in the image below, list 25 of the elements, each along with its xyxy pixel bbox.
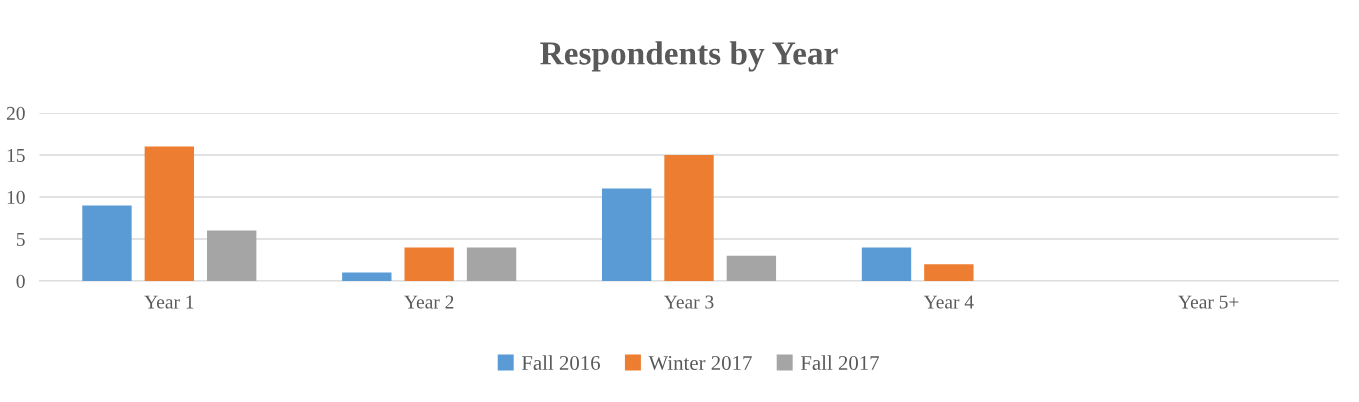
bar	[404, 247, 454, 281]
x-tick-label: Year 1	[144, 295, 194, 309]
bar	[664, 154, 714, 281]
bar	[466, 247, 517, 281]
bar	[207, 230, 257, 281]
chart-title: Respondents by Year	[540, 41, 838, 72]
y-tick-label: 15	[7, 148, 25, 162]
bar	[342, 272, 392, 281]
y-tick-label: 10	[7, 190, 25, 204]
y-tick-label: 0	[16, 274, 25, 288]
bar	[726, 255, 777, 281]
legend-label: Winter 2017	[648, 355, 752, 371]
y-tick-label: 20	[6, 106, 25, 120]
x-tick-label: Year 3	[664, 295, 714, 309]
y-tick-label: 5	[16, 233, 25, 246]
bar	[924, 264, 974, 281]
x-tick-label: Year 2	[404, 295, 454, 309]
bar	[144, 146, 195, 281]
bar	[601, 188, 652, 281]
x-tick-label: Year 4	[923, 295, 974, 309]
legend-label: Fall 2017	[800, 355, 880, 370]
bar	[82, 205, 132, 281]
x-tick-label: Year 5+	[1178, 295, 1239, 309]
legend-label: Fall 2016	[521, 355, 600, 370]
bar	[861, 247, 912, 281]
